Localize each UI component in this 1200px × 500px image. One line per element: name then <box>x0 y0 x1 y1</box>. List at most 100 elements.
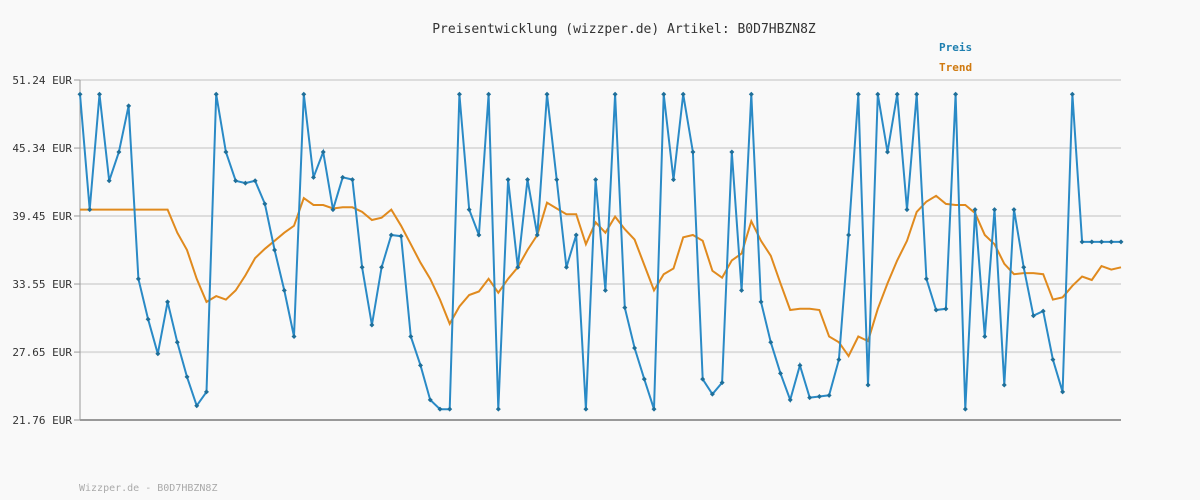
price-point <box>418 362 424 368</box>
chart-title: Preisentwicklung (wizzper.de) Artikel: B… <box>432 22 816 37</box>
price-point <box>982 333 988 339</box>
price-point <box>174 339 180 345</box>
price-point <box>203 389 209 395</box>
price-point <box>1040 308 1046 314</box>
price-point <box>777 370 783 376</box>
price-point <box>700 376 706 382</box>
price-point <box>223 149 229 155</box>
price-point <box>953 91 959 97</box>
price-point <box>495 406 501 412</box>
series-preis <box>77 91 1124 412</box>
price-point <box>1079 239 1085 245</box>
price-point <box>1050 357 1056 363</box>
price-point <box>525 177 531 183</box>
price-point <box>758 299 764 305</box>
price-point <box>992 207 998 213</box>
y-tick-label: 39.45 EUR <box>12 210 72 223</box>
price-point <box>320 149 326 155</box>
price-point <box>875 91 881 97</box>
price-point <box>943 306 949 312</box>
price-point <box>330 207 336 213</box>
price-point <box>1069 91 1075 97</box>
price-point <box>885 149 891 155</box>
price-point <box>768 339 774 345</box>
price-point <box>77 91 83 97</box>
price-point <box>1118 239 1124 245</box>
price-point <box>252 178 258 184</box>
price-point <box>739 287 745 293</box>
price-point <box>719 380 725 386</box>
price-point <box>398 233 404 239</box>
price-point <box>87 207 93 213</box>
y-axis-ticks: 51.24 EUR 45.34 EUR 39.45 EUR 33.55 EUR 27.6… <box>12 74 80 427</box>
price-point <box>670 177 676 183</box>
price-point <box>1060 389 1066 395</box>
price-point <box>359 264 365 270</box>
price-point <box>1030 313 1036 319</box>
price-point <box>184 374 190 380</box>
y-tick-label: 51.24 EUR <box>12 74 72 87</box>
price-point <box>632 345 638 351</box>
price-point <box>106 178 112 184</box>
price-point <box>1021 264 1027 270</box>
price-point <box>408 333 414 339</box>
y-tick-label: 21.76 EUR <box>12 414 72 427</box>
price-point <box>505 177 511 183</box>
price-point <box>797 362 803 368</box>
price-point <box>593 177 599 183</box>
price-point <box>612 91 618 97</box>
price-point <box>349 177 355 183</box>
legend-preis: Preis <box>939 41 972 54</box>
price-point <box>933 307 939 313</box>
price-point <box>904 207 910 213</box>
price-point <box>836 357 842 363</box>
price-point <box>310 174 316 180</box>
price-point <box>690 149 696 155</box>
price-point <box>116 149 122 155</box>
price-point <box>748 91 754 97</box>
price-point <box>661 91 667 97</box>
price-point <box>135 276 141 282</box>
price-point <box>379 264 385 270</box>
grid-lines <box>80 79 1121 354</box>
price-point <box>787 397 793 403</box>
price-point <box>427 397 433 403</box>
price-point <box>622 305 628 311</box>
price-point <box>583 406 589 412</box>
price-point <box>816 393 822 399</box>
price-point <box>651 406 657 412</box>
price-point <box>242 180 248 186</box>
price-point <box>145 316 151 322</box>
price-point <box>962 406 968 412</box>
price-point <box>573 232 579 238</box>
price-point <box>272 247 278 253</box>
price-point <box>914 91 920 97</box>
price-point <box>466 207 472 213</box>
price-point <box>1001 382 1007 388</box>
price-point <box>1108 239 1114 245</box>
price-point <box>709 391 715 397</box>
price-line <box>79 94 1121 411</box>
price-point <box>213 91 219 97</box>
footer-caption: Wizzper.de - B0D7HBZN8Z <box>79 483 217 494</box>
trend-line <box>80 194 1122 359</box>
price-point <box>1089 239 1095 245</box>
price-point <box>865 382 871 388</box>
y-tick-label: 45.34 EUR <box>12 142 72 155</box>
price-point <box>437 406 443 412</box>
price-point <box>456 91 462 97</box>
price-point <box>476 232 482 238</box>
price-point <box>262 201 268 207</box>
price-point <box>155 351 161 357</box>
price-point <box>165 299 171 305</box>
price-point <box>486 91 492 97</box>
price-point <box>826 392 832 398</box>
price-point <box>1099 239 1105 245</box>
price-point <box>544 91 550 97</box>
price-point <box>194 403 200 409</box>
price-point <box>855 91 861 97</box>
price-point <box>602 287 608 293</box>
price-point <box>447 406 453 412</box>
price-point <box>563 264 569 270</box>
